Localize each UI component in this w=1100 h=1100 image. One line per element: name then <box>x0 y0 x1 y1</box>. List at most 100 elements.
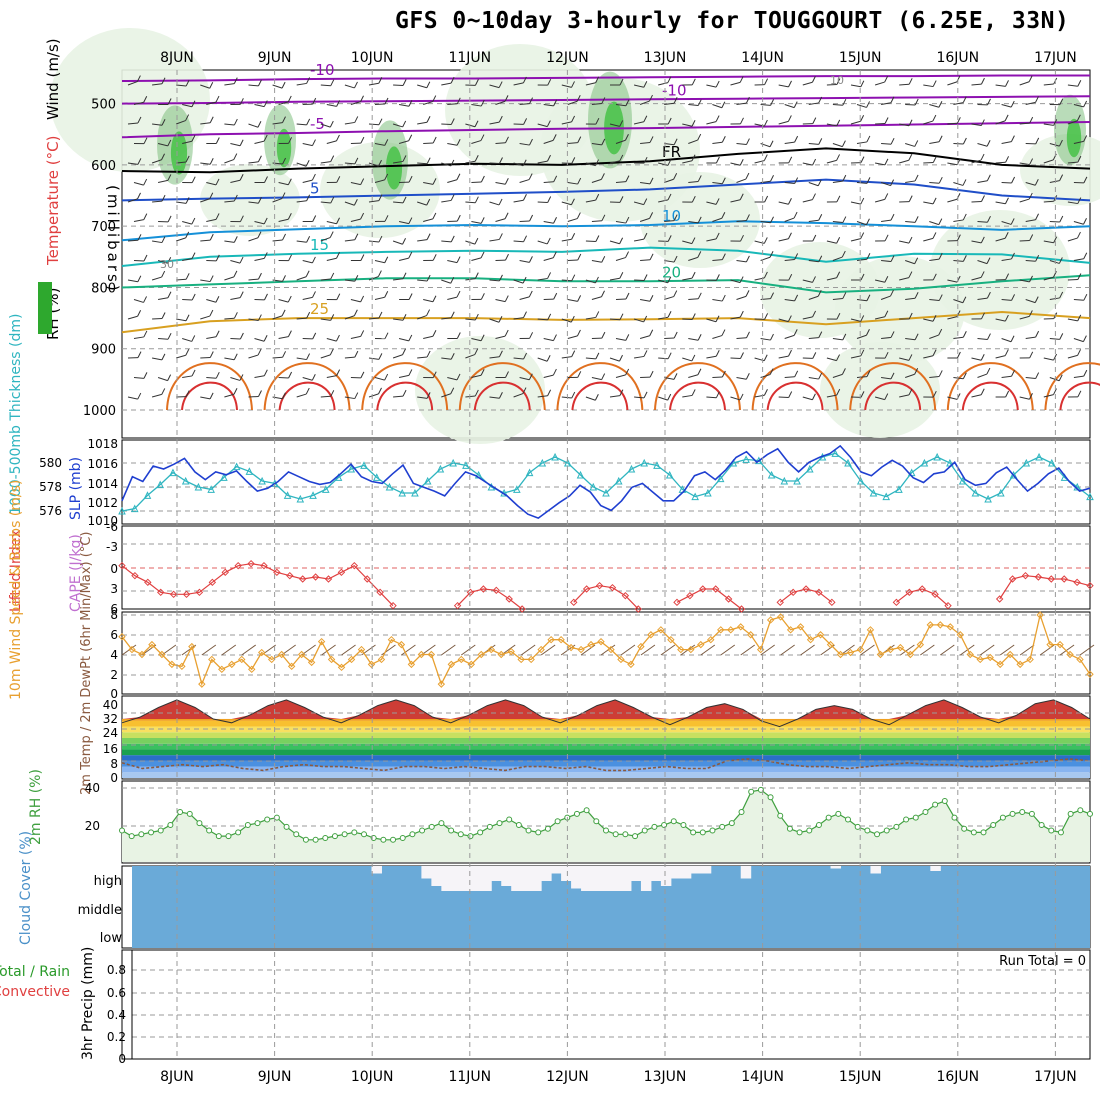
temp-band-1 <box>122 766 1090 773</box>
wind-barb-ua <box>784 141 795 144</box>
cloud-clear-cell <box>431 866 442 886</box>
wind-barb-ua <box>625 175 630 182</box>
wind-barb-ua <box>302 377 313 381</box>
wind-barb-ua <box>914 174 919 182</box>
wind-barb-ua <box>354 157 359 165</box>
wind-barb-ua <box>344 121 355 125</box>
wind10m-point <box>557 635 565 644</box>
wind-barb-ua <box>282 275 286 282</box>
wind-barb-ua <box>374 143 385 146</box>
wind-barb-ua <box>417 396 428 399</box>
wind-barb-ua <box>688 104 699 107</box>
wind-barb-ua <box>890 255 895 262</box>
slp-tick-2: 1014 <box>87 477 118 491</box>
wind-barb-ua <box>329 348 334 356</box>
wind-barb-ua <box>619 389 624 396</box>
wind-barb-ua <box>938 135 943 142</box>
rh-point <box>941 797 948 804</box>
wind-barb-ua <box>215 371 220 379</box>
rh-axis-label: 2m RH (%) <box>28 769 44 845</box>
wind-barb-ua <box>254 104 265 108</box>
wind-barb-ua <box>547 78 552 86</box>
wind-barb-ua <box>239 215 244 222</box>
wind-barb-ua <box>932 114 937 122</box>
wind-barb-ua <box>523 352 527 360</box>
wind-barb-ua <box>788 273 793 281</box>
isotherm-line-2 <box>121 121 1091 139</box>
temp-band-10 <box>122 718 1090 721</box>
wind-barb-ua <box>697 368 702 375</box>
wind-barb-ua <box>788 391 793 398</box>
wind-barb-ua <box>152 240 163 244</box>
rh-core-0 <box>170 131 188 175</box>
isotherm-line-7 <box>121 274 1091 294</box>
wind-barb-ua <box>513 240 524 243</box>
wind-barb-ua <box>306 194 311 202</box>
wind-barb-ua <box>474 120 479 127</box>
wind-barb-ua <box>609 123 620 127</box>
wind-barb-ua <box>856 141 867 144</box>
wind-barb-ua <box>836 154 841 161</box>
wind-barb-ua <box>808 295 819 300</box>
wind-barb-ua <box>344 279 355 282</box>
isotherm-line-3 <box>121 147 1091 174</box>
wind-barb-ua <box>1019 239 1030 242</box>
lifted-index-point <box>1086 581 1094 590</box>
wind-barb-ua <box>408 134 413 141</box>
wind-barb-ua <box>908 119 913 126</box>
wind10m-point <box>1036 611 1044 619</box>
wind-barb-ua <box>1011 370 1015 377</box>
thickness-point <box>436 464 445 473</box>
wind-barb-ua <box>224 83 235 86</box>
wind-barb-ua <box>899 159 909 164</box>
wind-barb-ua <box>519 377 530 381</box>
wind-barb-ua <box>336 100 341 107</box>
lifted-index-point <box>776 598 784 607</box>
wind-barb-ua <box>625 216 630 224</box>
wind-barb-ua <box>143 213 148 220</box>
wind-barb-ua <box>929 334 939 339</box>
wind-barb-ua <box>923 161 934 164</box>
wind-barb-ua <box>133 377 145 379</box>
cloud-clear-cell <box>511 866 522 891</box>
wind-barb-ua <box>784 182 795 185</box>
wind10m-point <box>826 640 835 649</box>
rh-point <box>273 814 280 821</box>
p-side-conv: Convective <box>0 984 70 1000</box>
wind-barb-ua <box>513 279 524 284</box>
wind-barb-ua <box>981 77 985 85</box>
wind-barb-ua <box>842 216 847 223</box>
wind-barb-ua <box>1052 271 1057 278</box>
wind-barb-ua <box>263 134 268 142</box>
wind-barb-ua <box>1049 143 1060 147</box>
thickness-point <box>449 458 457 467</box>
wind10m-point <box>377 655 386 664</box>
rh-point <box>409 831 416 838</box>
wind-barb-ua <box>248 278 259 281</box>
panel-wind10m <box>121 611 1091 695</box>
wind-barb-ua <box>1029 234 1034 241</box>
wind-barb-ua <box>929 258 940 261</box>
wind-barb-ua <box>938 218 943 225</box>
wind-barb-ua <box>215 330 220 337</box>
wind-barb-ua <box>167 374 172 381</box>
wind-barb-ua <box>200 162 211 165</box>
wind-barb-ua <box>311 173 316 181</box>
wind-barb-ua <box>426 81 431 88</box>
wind-barb-ua <box>682 123 693 127</box>
rh-point <box>922 809 929 816</box>
wind-barb-ua <box>658 316 669 320</box>
wind-barb-ua <box>157 179 168 183</box>
wind-barb-ua <box>522 276 527 284</box>
wind-barb-ua <box>585 357 596 360</box>
thickness-point <box>1086 492 1094 501</box>
isotherm-label-0: -10 <box>310 61 335 79</box>
hot-curve-0 <box>181 381 238 411</box>
wind10m-point <box>776 613 785 621</box>
wind-barb-ua <box>450 311 455 319</box>
thickness-point <box>309 491 317 499</box>
wind-barb-ua <box>923 84 934 88</box>
wind10m-barb <box>540 644 556 656</box>
wind-barb-ua <box>182 221 192 225</box>
wind-barb-ua <box>962 331 967 338</box>
